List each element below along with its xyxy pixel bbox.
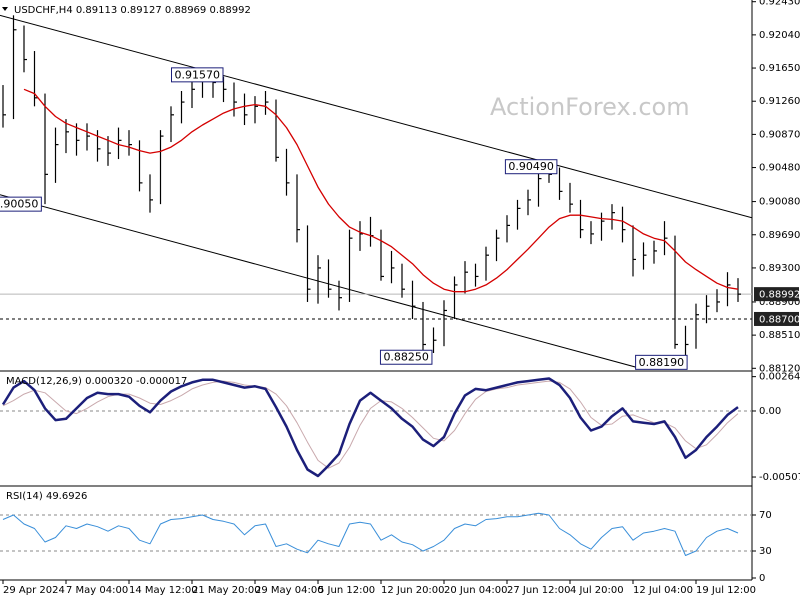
watermark: ActionForex.com — [490, 93, 690, 121]
macd-line — [1, 377, 739, 478]
x-tick-label: 4 Jul 20:00 — [570, 585, 624, 596]
trendline — [0, 194, 641, 369]
x-tick-label: 12 Jul 04:00 — [633, 585, 693, 596]
y-tick-label: -0.005077 — [759, 472, 800, 483]
y-tick-label: 0.90480 — [759, 163, 800, 174]
price-annotation-box — [171, 67, 224, 83]
signal-line — [2, 380, 739, 469]
rsi-line — [2, 512, 739, 556]
price-annotation: 0.90490 — [508, 160, 554, 173]
y-tick-label: 0.92040 — [759, 30, 800, 41]
pane-title: RSI(14) 49.6926 — [6, 491, 87, 502]
x-tick-label: 21 May 20:00 — [192, 585, 261, 596]
x-tick-label: 19 Jul 12:00 — [696, 585, 756, 596]
x-tick-label: 12 Jun 20:00 — [381, 585, 445, 596]
y-tick-label: 0.88120 — [759, 363, 800, 374]
y-tick-label: 0.91260 — [759, 96, 800, 107]
price-line-box — [754, 311, 799, 326]
x-tick-label: 5 Jun 12:00 — [318, 585, 375, 596]
moving-average — [23, 88, 739, 293]
price-annotation-box — [504, 159, 558, 175]
y-tick-label: 0.90870 — [759, 129, 800, 140]
price-annotation: 0.88250 — [383, 351, 429, 364]
y-tick-label: 70 — [759, 510, 772, 521]
x-tick-label: 7 May 04:00 — [66, 585, 128, 596]
y-tick-label: 30 — [759, 546, 772, 557]
price-line-box — [754, 287, 799, 302]
price-annotation: 0.91570 — [175, 68, 221, 81]
x-tick-label: 29 Apr 2024 — [3, 585, 65, 596]
x-tick-label: 20 Jun 04:00 — [444, 585, 508, 596]
price-annotation: 0.88190 — [639, 356, 685, 369]
y-tick-label: 0.88510 — [759, 330, 800, 341]
x-tick-label: 29 May 04:00 — [255, 585, 324, 596]
y-tick-label: 0 — [759, 573, 765, 584]
y-tick-label: 0.00 — [759, 406, 781, 417]
pane-title: MACD(12,26,9) 0.000320 -0.000017 — [6, 376, 187, 387]
pane-title: USDCHF,H4 0.89113 0.89127 0.88969 0.8899… — [14, 5, 251, 16]
price-annotation: 0.90050 — [0, 198, 38, 211]
y-tick-label: 0.91650 — [759, 63, 800, 74]
x-tick-label: 27 Jun 12:00 — [507, 585, 571, 596]
price-line-label: 0.88992 — [759, 290, 800, 301]
plot-area: ActionForex.com 0.91570 0.90490 0.90050 0.88… — [0, 14, 752, 556]
y-tick-label: 0.89690 — [759, 230, 800, 241]
trendline — [0, 14, 752, 219]
price-annotation-box — [379, 349, 433, 365]
x-tick-label: 14 May 12:00 — [129, 585, 198, 596]
price-annotation-box — [635, 354, 688, 370]
price-annotation-box — [0, 196, 42, 212]
y-tick-label: 0.92430 — [759, 0, 800, 8]
y-tick-label: 0.00264 — [759, 372, 800, 383]
y-tick-label: 0.89300 — [759, 263, 800, 274]
y-tick-label: 0.88900 — [759, 297, 800, 308]
menu-icon — [2, 7, 8, 11]
price-line-label: 0.88700 — [759, 314, 800, 325]
y-tick-label: 0.90080 — [759, 197, 800, 208]
